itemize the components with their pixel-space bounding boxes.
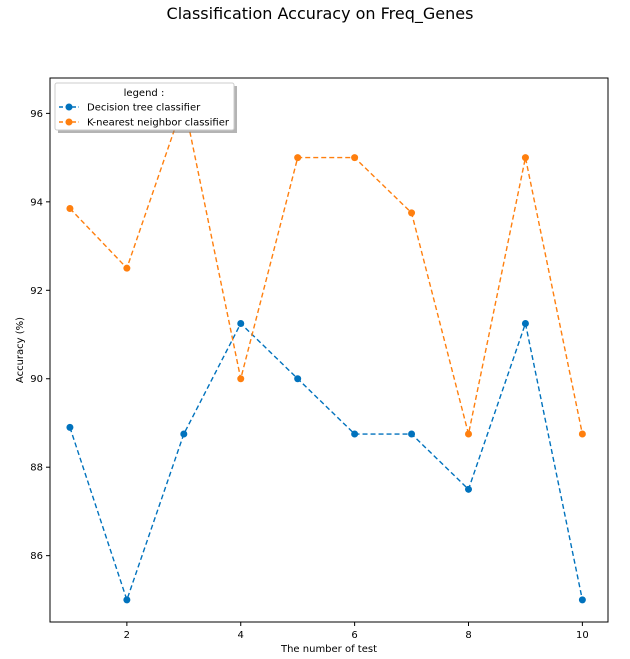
data-point: [237, 375, 245, 383]
x-tick-label: 8: [465, 630, 471, 641]
chart-title: Classification Accuracy on Freq_Genes: [167, 4, 474, 24]
data-point: [294, 375, 302, 383]
y-tick-label: 90: [30, 374, 43, 385]
x-tick-label: 6: [351, 630, 357, 641]
x-axis-label: The number of test: [280, 644, 377, 655]
data-point: [578, 430, 586, 438]
data-point: [123, 264, 131, 272]
series-1: [66, 319, 586, 604]
data-point: [521, 154, 529, 162]
legend-title: legend :: [124, 88, 165, 99]
legend-dot-marker: [65, 118, 73, 126]
y-tick-label: 86: [30, 551, 43, 562]
series-line: [69, 99, 584, 435]
legend-box: [54, 82, 235, 131]
legend: legend : Decision tree classifier K-neare…: [54, 82, 237, 133]
x-tick-label: 10: [576, 630, 589, 641]
x-axis: 2 4 6 8 10: [124, 622, 589, 641]
data-point: [465, 485, 472, 493]
x-tick-label: 4: [238, 630, 244, 641]
y-tick-label: 88: [30, 463, 43, 474]
series-line: [69, 320, 584, 603]
data-point: [237, 319, 245, 327]
y-tick-label: 96: [30, 109, 43, 120]
data-point: [123, 596, 131, 604]
plot-area: [49, 77, 609, 623]
data-point: [351, 154, 359, 162]
legend-label: K-nearest neighbor classifier: [87, 118, 230, 129]
x-tick-label: 2: [124, 630, 130, 641]
legend-dot-marker: [65, 103, 73, 111]
data-point: [294, 154, 302, 162]
y-tick-label: 92: [30, 286, 43, 297]
data-point: [180, 430, 188, 438]
data-point: [351, 430, 359, 438]
data-point: [465, 430, 472, 438]
y-axis: 86 88 90 92 94 96: [30, 109, 50, 562]
data-point: [408, 209, 416, 217]
data-point: [408, 430, 416, 438]
legend-label: Decision tree classifier: [87, 103, 201, 114]
y-tick-label: 94: [30, 197, 43, 208]
y-axis-label: Accuracy (%): [15, 317, 26, 383]
data-point: [66, 204, 74, 212]
data-point: [521, 319, 529, 327]
data-point: [66, 423, 74, 431]
data-point: [578, 596, 586, 604]
